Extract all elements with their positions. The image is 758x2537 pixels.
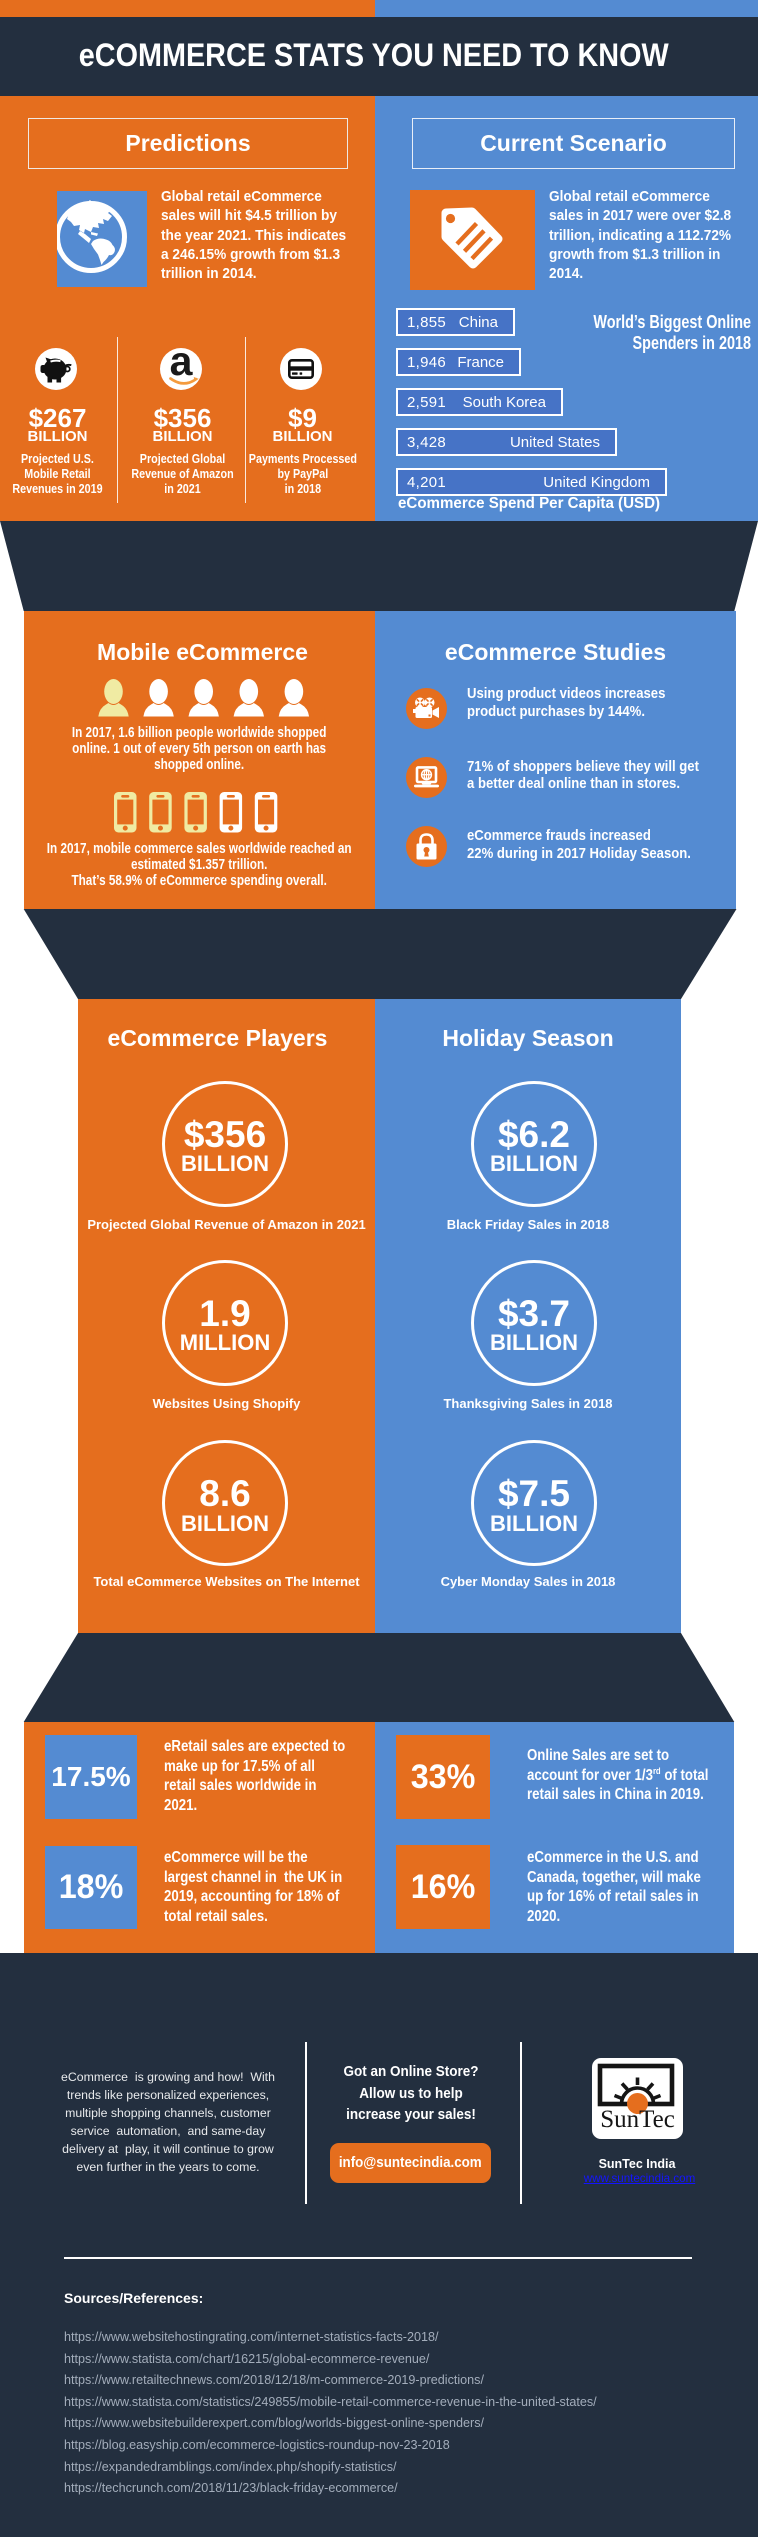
svg-text:SunTec: SunTec	[600, 2106, 675, 2133]
